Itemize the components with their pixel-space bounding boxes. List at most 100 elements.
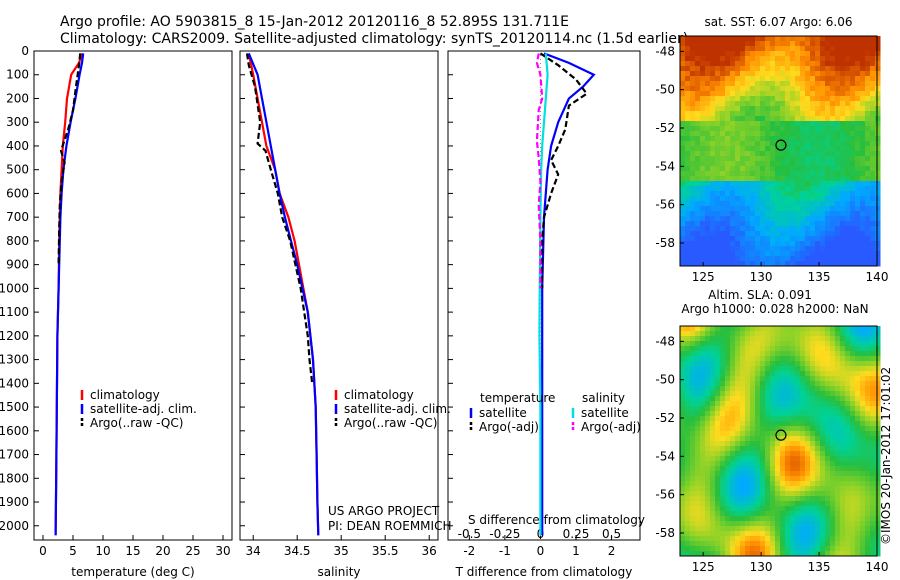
map-cell [830,51,836,57]
map-cell [820,196,826,202]
map-cell [840,86,846,92]
map-cell [845,186,851,192]
map-cell [870,541,876,547]
map-cell [700,231,706,237]
map-cell [835,251,841,257]
map-cell [840,326,846,332]
map-cell [760,351,766,357]
map-cell [850,396,856,402]
map-cell [760,136,766,142]
map-cell [685,471,691,477]
map-cell [715,551,721,557]
map-cell [715,466,721,472]
map-cell [780,531,786,537]
map-cell [810,81,816,87]
y-tick-label: -52 [655,411,675,425]
map-cell [785,141,791,147]
map-cell [780,101,786,107]
map-cell [730,426,736,432]
map-cell [865,76,871,82]
map-cell [835,146,841,152]
map-cell [800,191,806,197]
map-cell [730,421,736,427]
map-cell [820,91,826,97]
map-cell [805,86,811,92]
map-cell [875,431,881,437]
map-cell [870,171,876,177]
map-cell [790,411,796,417]
map-cell [765,451,771,457]
map-cell [715,151,721,157]
profile-location-marker [775,429,787,441]
map-cell [760,191,766,197]
map-cell [750,261,756,267]
map-cell [795,226,801,232]
map-cell [705,391,711,397]
map-cell [785,441,791,447]
map-cell [680,91,686,97]
map-cell [745,221,751,227]
map-cell [810,486,816,492]
map-cell [745,516,751,522]
map-cell [815,406,821,412]
y-tick-label: 200 [6,91,29,105]
map-cell [795,246,801,252]
map-cell [685,236,691,242]
map-cell [690,481,696,487]
map-cell [870,536,876,542]
map-cell [835,436,841,442]
map-cell [715,91,721,97]
map-cell [800,136,806,142]
map-cell [750,46,756,52]
map-cell [735,451,741,457]
map-cell [685,116,691,122]
map-cell [730,471,736,477]
map-cell [705,431,711,437]
map-cell [740,111,746,117]
map-cell [810,171,816,177]
map-cell [810,156,816,162]
map-cell [705,36,711,42]
map-cell [730,41,736,47]
map-cell [715,136,721,142]
map-cell [875,516,881,522]
map-cell [830,331,836,337]
map-cell [735,186,741,192]
map-cell [765,146,771,152]
map-cell [740,526,746,532]
map-cell [855,506,861,512]
map-cell [690,326,696,332]
map-cell [760,436,766,442]
map-cell [750,186,756,192]
map-cell [800,166,806,172]
map-cell [735,456,741,462]
map-cell [755,121,761,127]
map-cell [705,346,711,352]
map-cell [795,161,801,167]
map-cell [810,521,816,527]
map-cell [740,236,746,242]
map-cell [875,71,881,77]
map-cell [850,401,856,407]
map-cell [820,386,826,392]
map-cell [850,541,856,547]
map-cell [785,256,791,262]
map-cell [720,116,726,122]
map-cell [685,476,691,482]
map-cell [865,111,871,117]
map-cell [735,401,741,407]
map-cell [825,466,831,472]
map-cell [820,161,826,167]
map-cell [825,491,831,497]
map-cell [840,411,846,417]
map-cell [760,391,766,397]
map-cell [725,521,731,527]
map-cell [820,541,826,547]
map-cell [830,201,836,207]
map-cell [845,461,851,467]
map-cell [715,201,721,207]
map-cell [790,156,796,162]
map-cell [820,501,826,507]
map-cell [795,251,801,257]
